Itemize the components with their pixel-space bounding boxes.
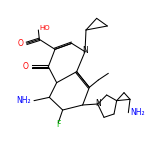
Text: N: N — [82, 46, 88, 55]
Text: HO: HO — [39, 25, 50, 31]
Text: N: N — [95, 99, 100, 108]
Text: NH₂: NH₂ — [130, 108, 145, 117]
Text: NH₂: NH₂ — [16, 96, 31, 105]
Text: O: O — [22, 62, 28, 71]
Text: F: F — [56, 120, 60, 129]
Text: O: O — [18, 39, 24, 48]
